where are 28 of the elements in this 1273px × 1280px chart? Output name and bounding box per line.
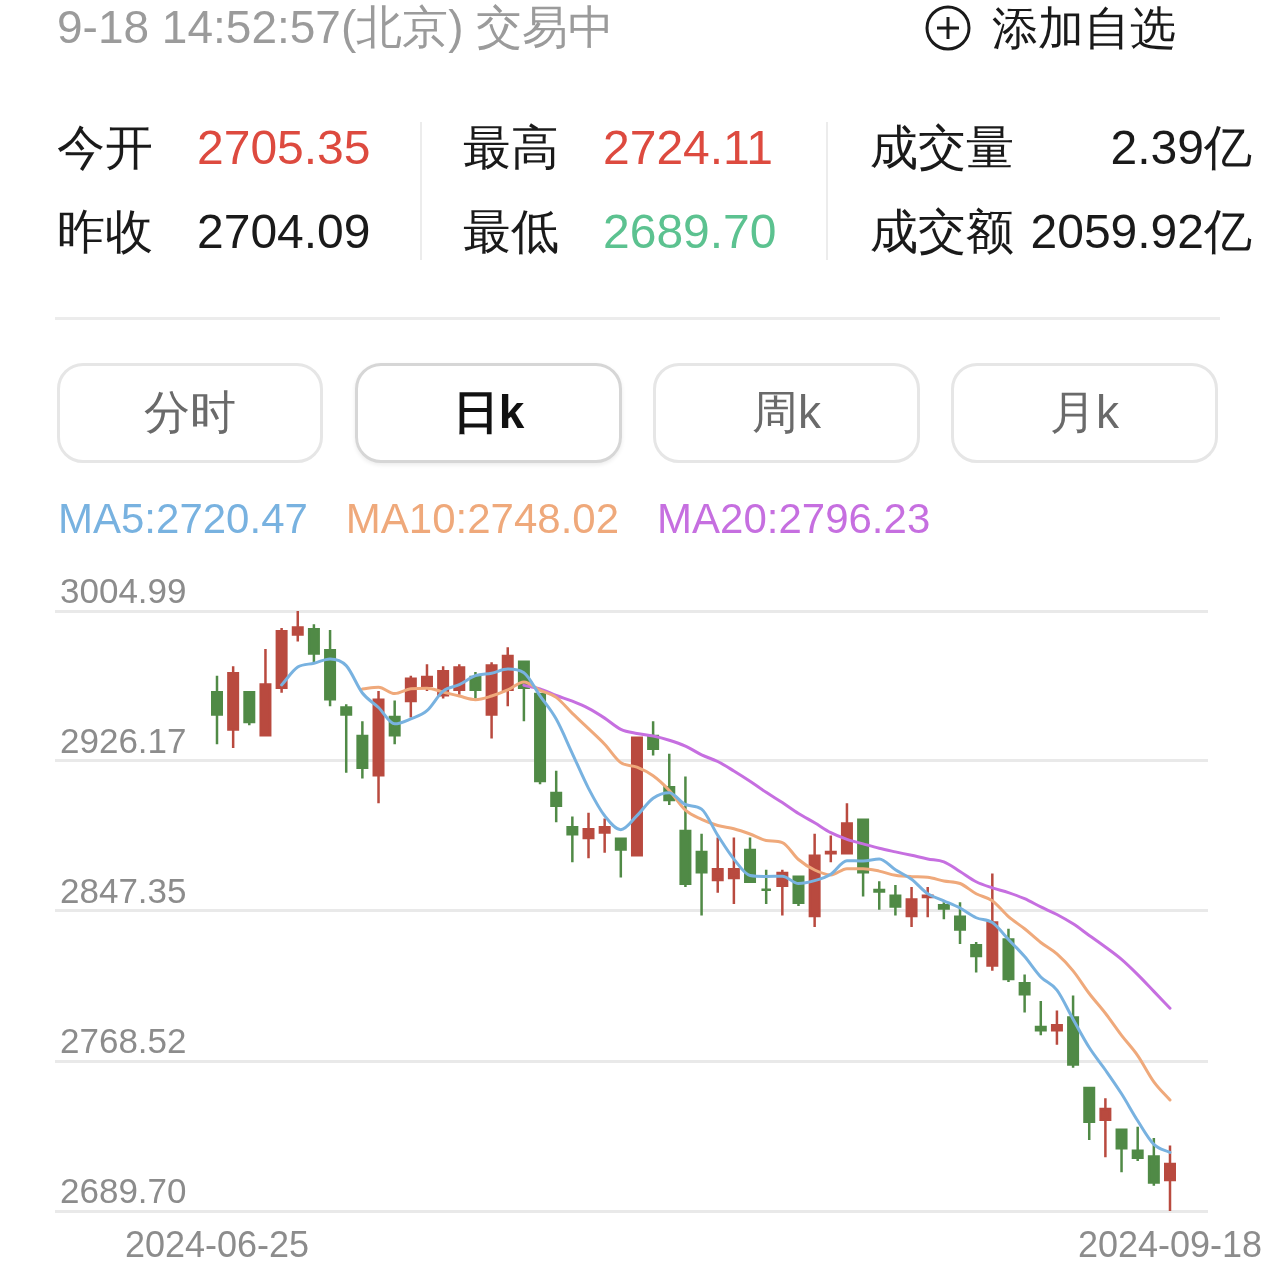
text: MA5:2720.47 xyxy=(58,494,308,542)
text: MA10:2748.02 xyxy=(345,494,620,542)
tab-button[interactable]: 月k xyxy=(951,363,1218,463)
text: 2705.35 xyxy=(197,120,371,176)
tab-button[interactable]: 周k xyxy=(653,363,920,463)
y-tick-label: 2768.52 xyxy=(60,1020,187,1060)
text: 2.39亿 xyxy=(1110,120,1252,176)
tab-button[interactable]: 分时 xyxy=(57,363,323,463)
text: 2724.11 xyxy=(603,120,773,176)
text: 今开 xyxy=(57,120,153,176)
text: MA20:2796.23 xyxy=(657,494,931,542)
text: 最低 xyxy=(463,204,559,260)
text: 昨收 xyxy=(57,204,153,260)
tab-button[interactable]: 日k xyxy=(355,363,622,463)
y-tick-label: 2926.17 xyxy=(60,720,187,760)
text: 成交量 xyxy=(870,120,1014,176)
text: 2704.09 xyxy=(197,204,371,260)
text: 2689.70 xyxy=(603,204,777,260)
x-tick-label: 2024-09-18 xyxy=(1077,1223,1263,1265)
text: 9-18 14:52:57(北京) 交易中 xyxy=(57,0,615,55)
y-tick-label: 2847.35 xyxy=(60,870,187,910)
text: 2059.92亿 xyxy=(1030,204,1252,260)
x-tick-label: 2024-06-25 xyxy=(124,1223,310,1265)
text: 最高 xyxy=(463,120,559,176)
text: 成交额 xyxy=(870,204,1014,260)
text: 添加自选 xyxy=(992,0,1176,56)
y-tick-label: 3004.99 xyxy=(60,570,187,610)
y-tick-label: 2689.70 xyxy=(60,1170,187,1210)
